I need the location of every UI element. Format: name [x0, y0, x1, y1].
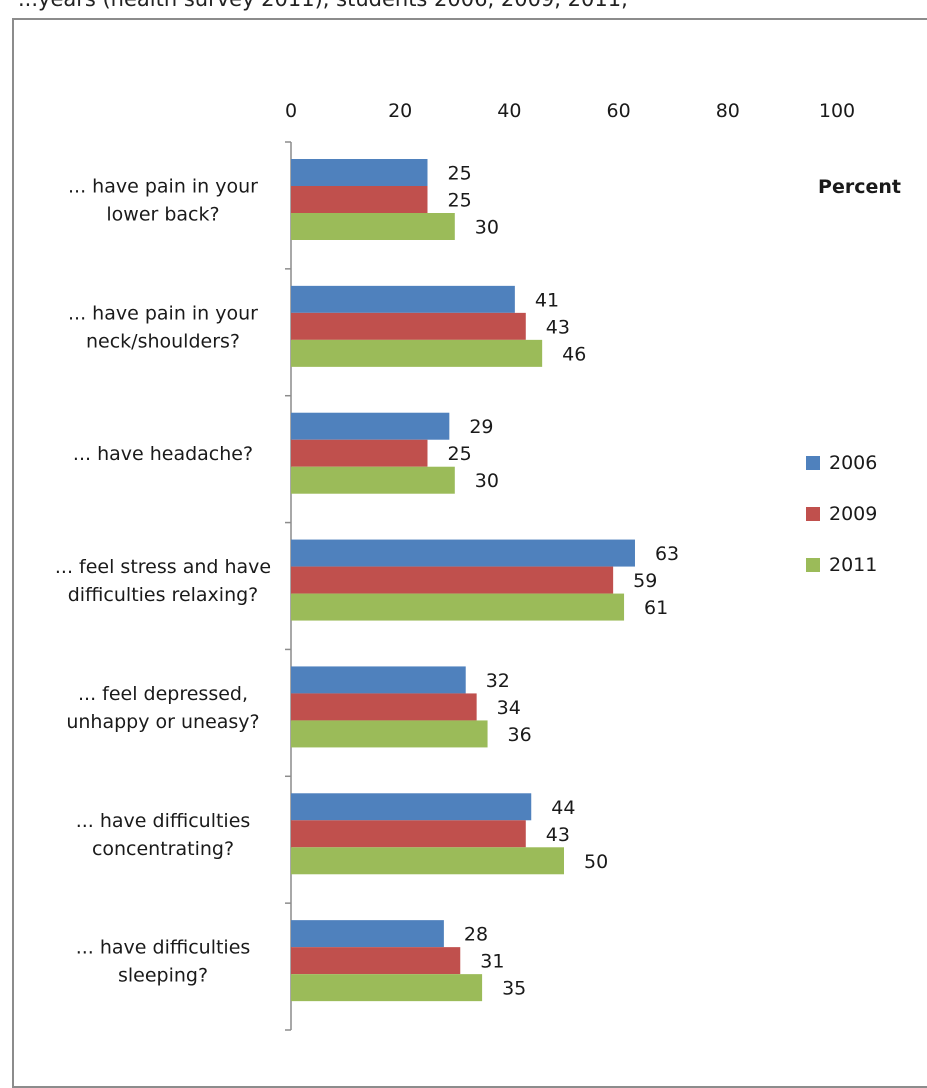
legend-label-2009: 2009: [829, 503, 877, 525]
x-tick-label: 40: [497, 100, 521, 122]
bar-2006-cat-4: [291, 666, 466, 694]
legend-swatch-2009: [806, 507, 820, 521]
category-label: ... feel stress and have: [55, 556, 271, 578]
data-label: 30: [475, 470, 499, 492]
category-label: concentrating?: [92, 838, 234, 860]
x-axis: 0 20 40 60 80 100: [285, 100, 855, 122]
category-label: ... feel depressed,: [78, 683, 248, 705]
bar-chart: 0 20 40 60 80 100 25 41 29 63 32 44 28 25 43 25 59 34 43 3…: [55, 100, 901, 1031]
data-labels: 25 41 29 63 32 44 28 25 43 25 59 34 43 31 30 46 30 61 36 50…: [448, 163, 680, 1000]
data-label: 25: [448, 443, 472, 465]
y-axis: [285, 141, 292, 1031]
bar-2011-cat-1: [291, 339, 543, 367]
legend-swatch-2006: [806, 456, 820, 470]
bar-2006-cat-5: [291, 793, 532, 821]
data-label: 41: [535, 289, 559, 311]
data-label: 32: [486, 670, 510, 692]
category-label: neck/shoulders?: [86, 330, 240, 352]
bar-2006-cat-3: [291, 539, 635, 567]
data-label: 44: [551, 797, 575, 819]
bar-2011-cat-2: [291, 466, 455, 494]
x-tick-label: 20: [388, 100, 412, 122]
legend: 2006 2009 2011: [806, 452, 877, 576]
bar-2011-cat-6: [291, 974, 483, 1002]
bars: [291, 159, 635, 1002]
data-label: 25: [448, 190, 472, 212]
data-label: 43: [546, 824, 570, 846]
category-labels: ... have pain in your lower back? ... have…: [55, 176, 271, 987]
unit-label: Percent: [818, 176, 901, 198]
bar-2009-cat-4: [291, 693, 477, 721]
bar-2009-cat-1: [291, 312, 526, 340]
data-label: 46: [562, 343, 586, 365]
category-label: ... have headache?: [73, 443, 253, 465]
x-tick-label: 0: [285, 100, 297, 122]
category-label: ... have difficulties: [76, 810, 251, 832]
legend-label-2011: 2011: [829, 554, 877, 576]
category-label: ... have pain in your: [68, 302, 258, 324]
x-tick-label: 100: [819, 100, 855, 122]
legend-label-2006: 2006: [829, 452, 877, 474]
header-caption-cut: ...years (health survey 2011), students …: [18, 0, 628, 11]
data-label: 59: [633, 570, 657, 592]
category-label: unhappy or uneasy?: [66, 711, 259, 733]
data-label: 61: [644, 597, 668, 619]
bar-2009-cat-2: [291, 439, 428, 467]
category-label: lower back?: [106, 204, 219, 226]
bar-2009-cat-6: [291, 947, 461, 975]
data-label: 28: [464, 924, 488, 946]
bar-2006-cat-2: [291, 412, 450, 440]
data-label: 25: [448, 163, 472, 185]
data-label: 29: [469, 416, 493, 438]
bar-2006-cat-0: [291, 159, 428, 186]
bar-2006-cat-6: [291, 920, 444, 948]
data-label: 31: [480, 951, 504, 973]
data-label: 35: [502, 978, 526, 1000]
data-label: 34: [497, 697, 521, 719]
category-label: ... have difficulties: [76, 937, 251, 959]
x-tick-label: 60: [607, 100, 631, 122]
bar-2011-cat-5: [291, 847, 564, 875]
category-label: ... have pain in your: [68, 176, 258, 198]
bar-2011-cat-0: [291, 213, 455, 240]
legend-swatch-2011: [806, 558, 820, 572]
bar-2009-cat-3: [291, 566, 614, 594]
bar-2011-cat-4: [291, 720, 488, 748]
data-label: 50: [584, 851, 608, 873]
bar-2006-cat-1: [291, 285, 515, 313]
data-label: 43: [546, 316, 570, 338]
category-label: difficulties relaxing?: [68, 584, 259, 606]
x-tick-label: 80: [716, 100, 740, 122]
data-label: 63: [655, 543, 679, 565]
data-label: 30: [475, 217, 499, 239]
data-label: 36: [508, 724, 532, 746]
bar-2009-cat-0: [291, 186, 428, 213]
category-label: sleeping?: [118, 965, 208, 987]
bar-2011-cat-3: [291, 593, 625, 621]
bar-2009-cat-5: [291, 820, 526, 848]
